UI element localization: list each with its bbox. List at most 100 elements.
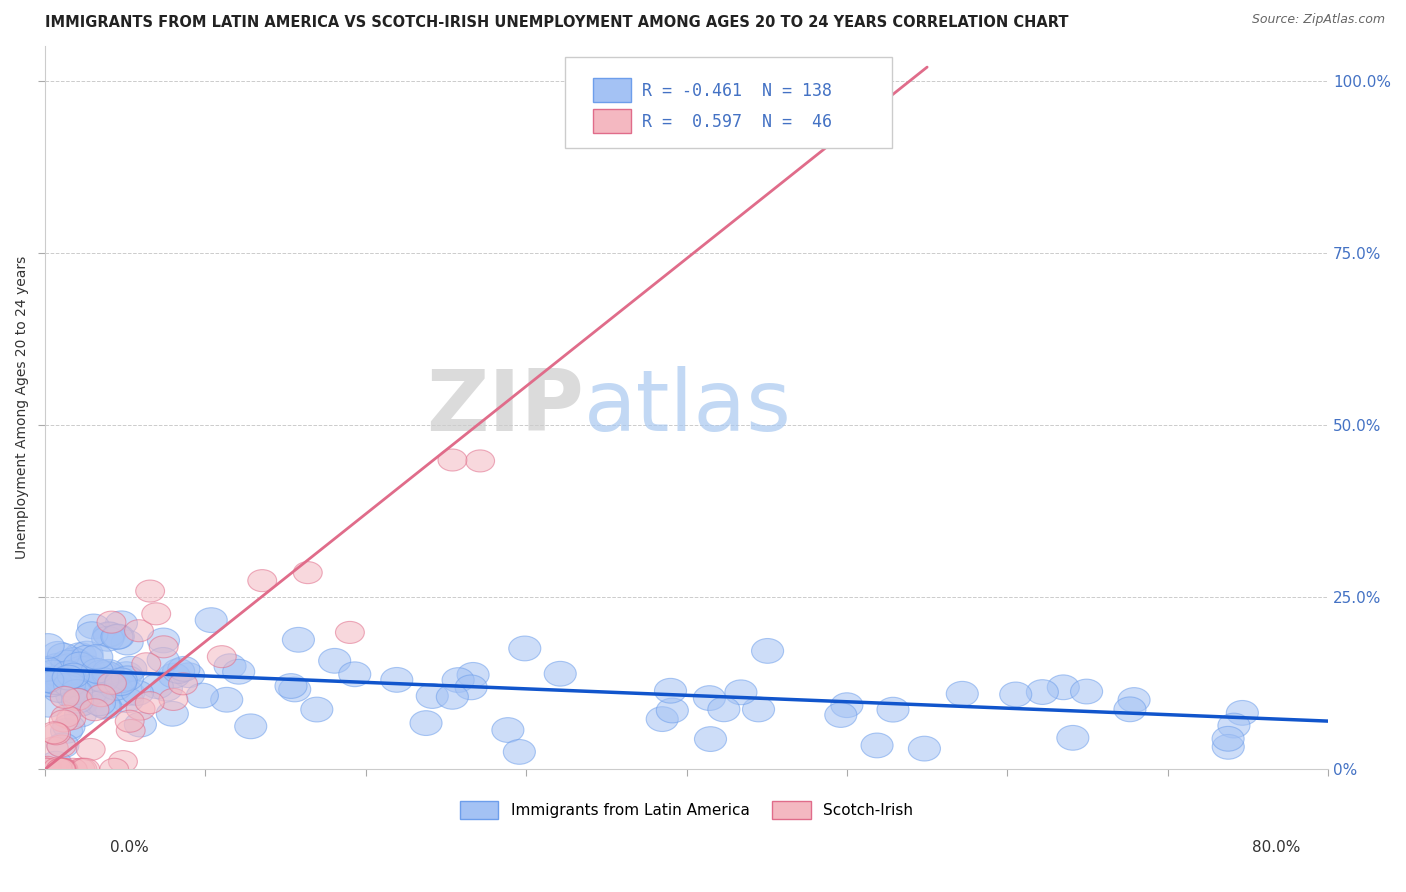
Ellipse shape bbox=[100, 758, 128, 780]
Ellipse shape bbox=[87, 685, 115, 706]
Ellipse shape bbox=[52, 665, 84, 690]
Ellipse shape bbox=[53, 673, 86, 697]
Ellipse shape bbox=[76, 739, 105, 761]
Ellipse shape bbox=[70, 641, 103, 666]
Text: 80.0%: 80.0% bbox=[1253, 840, 1301, 855]
Ellipse shape bbox=[132, 653, 160, 674]
FancyBboxPatch shape bbox=[565, 57, 891, 148]
Ellipse shape bbox=[825, 703, 856, 727]
Ellipse shape bbox=[53, 714, 84, 739]
Ellipse shape bbox=[60, 680, 93, 705]
Ellipse shape bbox=[65, 642, 96, 667]
Ellipse shape bbox=[1212, 734, 1244, 759]
Ellipse shape bbox=[1057, 725, 1088, 750]
Ellipse shape bbox=[222, 659, 254, 684]
Ellipse shape bbox=[75, 681, 107, 706]
Ellipse shape bbox=[111, 630, 143, 655]
Ellipse shape bbox=[503, 739, 536, 764]
Ellipse shape bbox=[946, 681, 979, 706]
Ellipse shape bbox=[157, 664, 190, 688]
Y-axis label: Unemployment Among Ages 20 to 24 years: Unemployment Among Ages 20 to 24 years bbox=[15, 256, 30, 559]
Ellipse shape bbox=[97, 673, 127, 694]
Ellipse shape bbox=[46, 733, 79, 758]
Ellipse shape bbox=[319, 648, 350, 673]
Ellipse shape bbox=[62, 689, 94, 714]
Ellipse shape bbox=[141, 673, 173, 698]
Ellipse shape bbox=[439, 449, 467, 471]
Ellipse shape bbox=[148, 628, 180, 653]
Ellipse shape bbox=[187, 683, 218, 708]
Ellipse shape bbox=[301, 698, 333, 722]
Ellipse shape bbox=[56, 683, 89, 708]
Ellipse shape bbox=[87, 667, 120, 692]
Ellipse shape bbox=[173, 663, 205, 688]
Ellipse shape bbox=[65, 691, 97, 716]
Ellipse shape bbox=[105, 668, 138, 693]
Ellipse shape bbox=[53, 662, 86, 687]
Ellipse shape bbox=[207, 646, 236, 668]
Ellipse shape bbox=[111, 688, 143, 713]
Ellipse shape bbox=[41, 654, 73, 678]
Ellipse shape bbox=[647, 706, 678, 731]
Ellipse shape bbox=[58, 663, 90, 688]
Ellipse shape bbox=[48, 643, 80, 668]
Ellipse shape bbox=[80, 698, 108, 721]
Ellipse shape bbox=[58, 648, 90, 673]
Ellipse shape bbox=[31, 657, 62, 681]
Ellipse shape bbox=[65, 657, 97, 681]
Ellipse shape bbox=[1118, 688, 1150, 713]
Ellipse shape bbox=[89, 693, 121, 718]
Ellipse shape bbox=[58, 758, 87, 780]
Ellipse shape bbox=[97, 611, 127, 633]
Ellipse shape bbox=[82, 658, 112, 683]
Ellipse shape bbox=[1026, 680, 1059, 705]
Ellipse shape bbox=[91, 626, 124, 651]
Ellipse shape bbox=[752, 639, 783, 664]
Ellipse shape bbox=[381, 667, 413, 692]
Ellipse shape bbox=[195, 607, 228, 632]
Ellipse shape bbox=[112, 681, 145, 706]
Ellipse shape bbox=[80, 645, 112, 669]
Ellipse shape bbox=[90, 694, 122, 719]
Ellipse shape bbox=[66, 690, 98, 715]
Ellipse shape bbox=[32, 756, 62, 779]
Ellipse shape bbox=[42, 678, 75, 702]
Ellipse shape bbox=[66, 758, 94, 780]
Ellipse shape bbox=[124, 712, 156, 737]
Ellipse shape bbox=[247, 570, 277, 591]
Ellipse shape bbox=[339, 662, 371, 687]
Ellipse shape bbox=[654, 679, 686, 703]
Ellipse shape bbox=[60, 649, 93, 674]
Ellipse shape bbox=[276, 673, 307, 698]
Ellipse shape bbox=[104, 671, 136, 696]
Ellipse shape bbox=[465, 450, 495, 472]
FancyBboxPatch shape bbox=[593, 110, 631, 133]
Ellipse shape bbox=[135, 691, 165, 714]
Ellipse shape bbox=[117, 720, 145, 741]
Ellipse shape bbox=[56, 650, 89, 674]
Ellipse shape bbox=[831, 693, 863, 717]
Text: R = -0.461  N = 138: R = -0.461 N = 138 bbox=[641, 81, 831, 100]
Ellipse shape bbox=[93, 659, 124, 684]
Legend: Immigrants from Latin America, Scotch-Irish: Immigrants from Latin America, Scotch-Ir… bbox=[453, 794, 921, 827]
Ellipse shape bbox=[294, 562, 322, 583]
Ellipse shape bbox=[436, 684, 468, 709]
Text: Source: ZipAtlas.com: Source: ZipAtlas.com bbox=[1251, 13, 1385, 27]
Ellipse shape bbox=[49, 758, 77, 780]
Ellipse shape bbox=[142, 603, 170, 624]
Ellipse shape bbox=[695, 727, 727, 751]
Ellipse shape bbox=[39, 737, 69, 759]
Text: R =  0.597  N =  46: R = 0.597 N = 46 bbox=[641, 112, 831, 130]
Ellipse shape bbox=[80, 679, 112, 704]
Ellipse shape bbox=[725, 680, 756, 705]
Ellipse shape bbox=[456, 675, 486, 699]
Ellipse shape bbox=[211, 688, 243, 712]
Ellipse shape bbox=[283, 627, 315, 652]
Ellipse shape bbox=[67, 758, 97, 780]
Ellipse shape bbox=[56, 707, 86, 730]
Ellipse shape bbox=[32, 668, 63, 692]
Ellipse shape bbox=[63, 652, 96, 677]
Ellipse shape bbox=[214, 654, 246, 679]
Ellipse shape bbox=[169, 673, 197, 695]
Ellipse shape bbox=[46, 758, 76, 780]
